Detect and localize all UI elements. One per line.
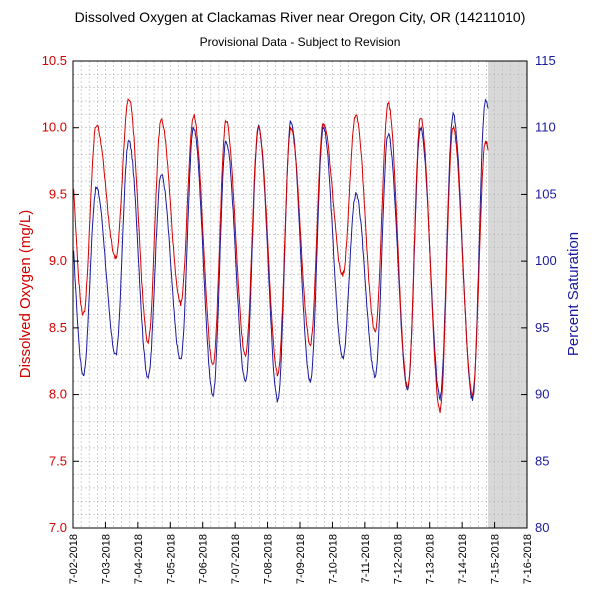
left-tick-label: 9.0 bbox=[49, 253, 67, 268]
x-tick-label: 7-16-2018 bbox=[522, 534, 534, 584]
right-tick-label: 100 bbox=[535, 253, 557, 268]
x-tick-label: 7-11-2018 bbox=[360, 534, 372, 583]
left-tick-label: 7.5 bbox=[49, 453, 67, 468]
percent-saturation-line bbox=[73, 99, 489, 403]
dissolved-oxygen-line bbox=[73, 98, 489, 413]
x-tick-label: 7-12-2018 bbox=[392, 534, 404, 584]
x-tick-label: 7-07-2018 bbox=[230, 534, 242, 584]
x-tick-label: 7-09-2018 bbox=[295, 534, 307, 584]
x-tick-label: 7-04-2018 bbox=[133, 534, 145, 584]
x-tick-label: 7-03-2018 bbox=[100, 534, 112, 584]
x-tick-label: 7-02-2018 bbox=[68, 534, 80, 584]
right-tick-label: 110 bbox=[535, 120, 556, 135]
left-tick-label: 8.5 bbox=[49, 320, 67, 335]
x-tick-label: 7-10-2018 bbox=[327, 534, 339, 584]
x-tick-label: 7-05-2018 bbox=[165, 534, 177, 584]
right-tick-label: 90 bbox=[535, 387, 549, 402]
right-tick-label: 105 bbox=[535, 186, 557, 201]
right-tick-label: 80 bbox=[535, 520, 549, 535]
right-tick-label: 95 bbox=[535, 320, 549, 335]
right-tick-label: 115 bbox=[535, 53, 556, 68]
x-tick-label: 7-06-2018 bbox=[198, 534, 210, 584]
right-axis-label: Percent Saturation bbox=[565, 232, 582, 356]
right-tick-label: 85 bbox=[535, 453, 549, 468]
left-tick-label: 10.0 bbox=[42, 120, 67, 135]
chart-subtitle: Provisional Data - Subject to Revision bbox=[200, 35, 401, 49]
plot-area: 7.0 7.5 8.0 8.5 9.0 9.5 10.0 10.5 80 85 90 95 100 105… bbox=[42, 53, 557, 584]
left-tick-label: 8.0 bbox=[49, 387, 67, 402]
x-tick-label: 7-14-2018 bbox=[457, 534, 469, 584]
x-tick-label: 7-08-2018 bbox=[263, 534, 275, 584]
chart-title: Dissolved Oxygen at Clackamas River near… bbox=[75, 9, 526, 25]
left-tick-label: 7.0 bbox=[49, 520, 67, 535]
x-tick-label: 7-13-2018 bbox=[425, 534, 437, 584]
left-tick-label: 9.5 bbox=[49, 186, 67, 201]
x-tick-label: 7-15-2018 bbox=[490, 534, 502, 584]
left-axis-label: Dissolved Oxygen (mg/L) bbox=[17, 210, 34, 378]
left-tick-label: 10.5 bbox=[42, 53, 67, 68]
shaded-region bbox=[488, 61, 527, 528]
